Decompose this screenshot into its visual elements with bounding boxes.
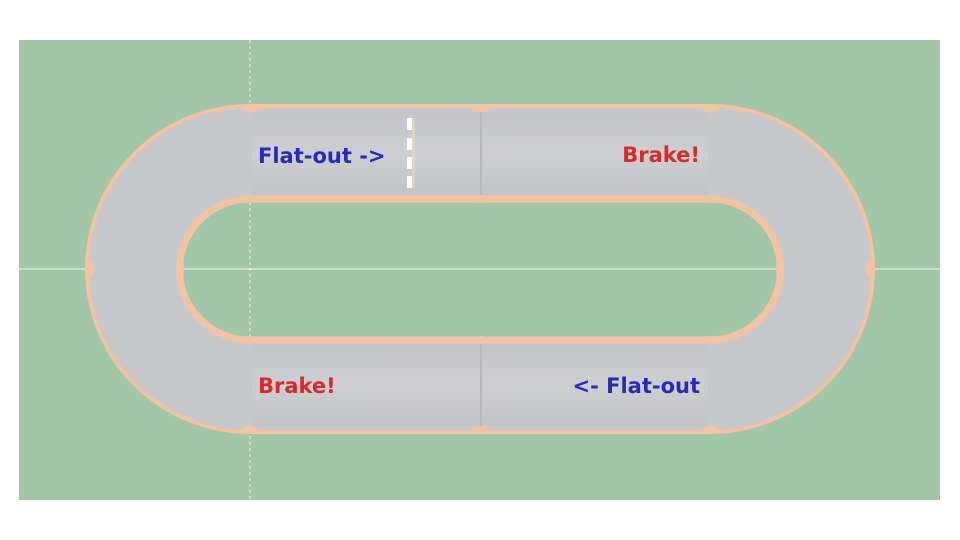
curb-joint: [241, 104, 259, 112]
start-line-dash-shadow: [412, 118, 415, 188]
start-line-dash: [407, 138, 412, 150]
straight-bottom-right: [482, 344, 708, 426]
curb-joint: [472, 195, 490, 203]
start-finish-line: [407, 118, 415, 188]
label-top-right: Brake!: [622, 143, 700, 167]
curb-joint-markers: [86, 104, 874, 434]
curb-joint: [472, 426, 490, 434]
curb-joint: [176, 260, 184, 278]
curb-joint: [86, 260, 94, 278]
curb-joint: [866, 260, 874, 278]
curb-joint: [701, 336, 719, 344]
curb-joint: [776, 260, 784, 278]
curb-joint: [472, 104, 490, 112]
label-top-left: Flat-out ->: [258, 144, 386, 168]
curb-joint: [701, 426, 719, 434]
start-line-dash: [407, 118, 412, 130]
track: [85, 104, 875, 434]
curb-joint: [241, 336, 259, 344]
label-bottom-left: Brake!: [258, 374, 336, 398]
curb-joint: [241, 426, 259, 434]
curb-joint: [472, 336, 490, 344]
curb-joint: [701, 195, 719, 203]
track-labels: Flat-out -> Brake! Brake! <- Flat-out: [258, 143, 700, 398]
start-line-dash: [407, 157, 412, 169]
curb-joint: [241, 195, 259, 203]
label-bottom-right: <- Flat-out: [572, 374, 700, 398]
start-line-dash: [407, 176, 412, 188]
curb-joint: [701, 104, 719, 112]
straight-top-right: [482, 112, 708, 195]
straight-bottom-left: [252, 344, 480, 426]
straight-top-left: [252, 112, 480, 195]
